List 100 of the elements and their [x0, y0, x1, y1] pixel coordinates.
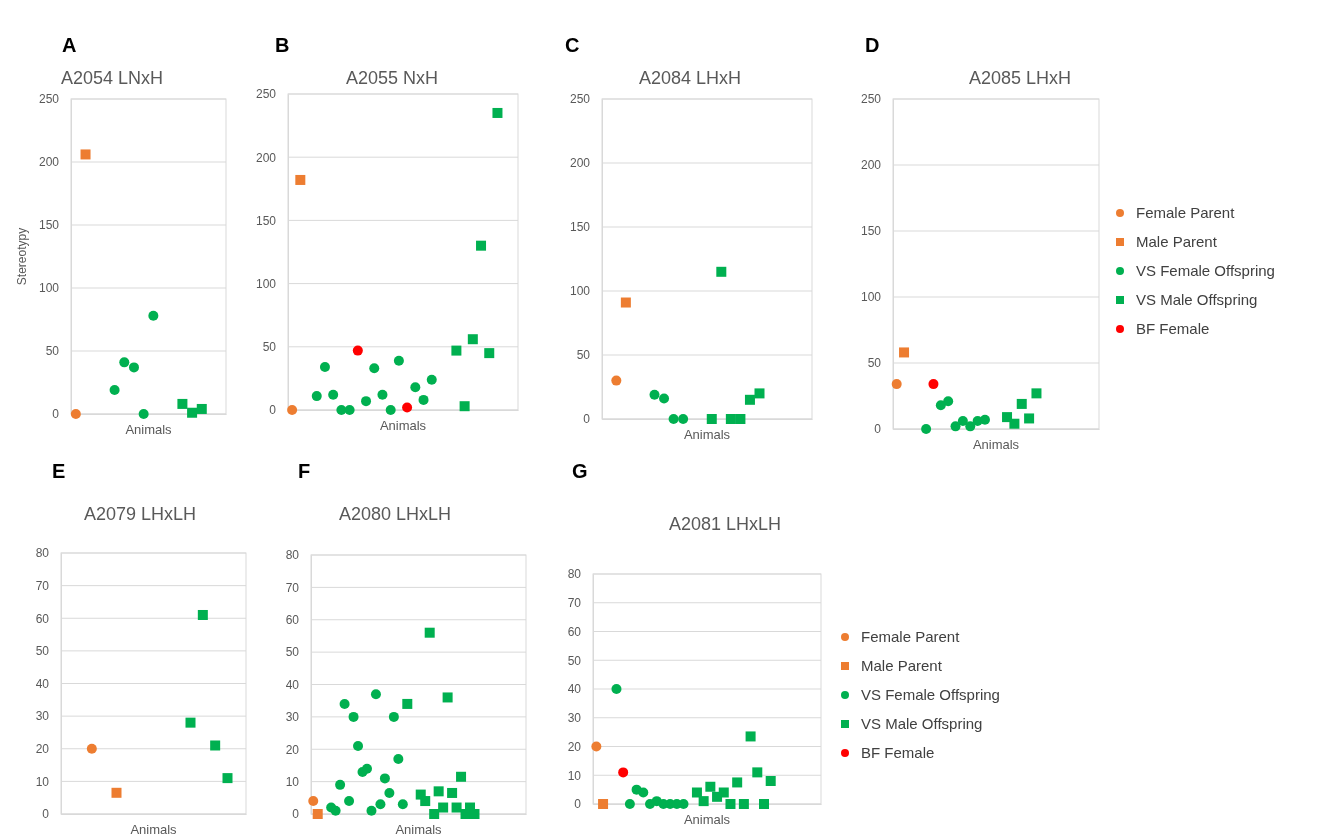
x-axis-title: Animals — [379, 418, 427, 433]
point — [759, 799, 769, 809]
text: G — [572, 460, 588, 482]
y-tick-label: 100 — [569, 284, 591, 299]
point — [393, 753, 404, 764]
legend-label: VS Female Offspring — [1136, 262, 1275, 279]
point — [335, 779, 346, 790]
y-tick-label: 200 — [569, 156, 591, 171]
point — [344, 405, 355, 415]
point — [716, 266, 727, 277]
point — [928, 379, 939, 390]
chart-title: A2085 LHxH — [968, 68, 1072, 88]
point — [312, 809, 323, 819]
y-tick-label: 150 — [860, 224, 882, 239]
y-tick-label: 200 — [860, 158, 882, 173]
point — [705, 781, 716, 792]
point — [196, 403, 207, 414]
y-tick-label: 50 — [35, 644, 50, 659]
y-tick-label: 0 — [874, 422, 882, 437]
point — [377, 389, 388, 400]
point — [393, 355, 404, 366]
point — [678, 414, 689, 424]
y-tick-label: 150 — [38, 218, 60, 233]
x-axis-title: Animals — [972, 437, 1020, 452]
y-tick-label: 50 — [262, 340, 277, 355]
point — [426, 374, 437, 385]
point — [344, 796, 355, 807]
x-axis-title: Animals — [395, 822, 443, 837]
legend-label: Female Parent — [861, 628, 961, 645]
point — [222, 773, 233, 784]
text: B — [275, 34, 290, 56]
point — [754, 388, 765, 399]
y-tick-label: 40 — [285, 677, 300, 692]
point — [451, 802, 462, 813]
y-tick-label: 250 — [38, 92, 60, 107]
point — [1002, 412, 1013, 423]
y-tick-label: 200 — [38, 155, 60, 170]
point — [379, 773, 390, 784]
y-tick-label: 0 — [42, 807, 50, 822]
y-tick-label: 60 — [285, 613, 300, 628]
point — [109, 385, 120, 396]
y-tick-label: 10 — [567, 768, 582, 783]
point — [366, 805, 377, 816]
point — [210, 740, 221, 751]
y-tick-label: 80 — [285, 548, 300, 563]
y-tick-label: 40 — [567, 682, 582, 697]
point — [591, 741, 602, 752]
point — [348, 711, 359, 722]
point — [921, 424, 932, 434]
y-tick-label: 0 — [52, 407, 60, 422]
point — [128, 362, 139, 373]
point — [752, 767, 763, 778]
text: C — [565, 34, 580, 56]
point — [352, 345, 363, 356]
y-tick-label: 50 — [567, 653, 582, 668]
point — [1031, 388, 1042, 399]
y-axis-title: Stereotypy — [15, 227, 29, 286]
point — [745, 731, 756, 742]
chart-title: A2055 NxH — [345, 68, 439, 88]
point — [467, 334, 478, 345]
y-tick-label: 100 — [38, 281, 60, 296]
point — [361, 396, 372, 407]
point — [311, 391, 322, 402]
y-tick-label: 150 — [569, 220, 591, 235]
point — [385, 405, 396, 415]
point — [328, 389, 339, 400]
point — [424, 627, 435, 638]
point — [611, 375, 622, 386]
y-tick-label: 50 — [285, 645, 300, 660]
point — [187, 407, 198, 418]
y-tick-label: 0 — [269, 403, 277, 418]
y-tick-label: 30 — [285, 710, 300, 725]
text: A — [62, 34, 77, 56]
point — [618, 767, 629, 778]
y-tick-label: 70 — [35, 578, 50, 593]
y-tick-label: 10 — [285, 774, 300, 789]
point — [370, 689, 381, 700]
y-tick-label: 150 — [255, 213, 277, 228]
point — [388, 711, 399, 722]
y-tick-label: 250 — [255, 87, 277, 102]
point — [111, 787, 122, 798]
point — [735, 414, 746, 424]
point — [624, 799, 635, 809]
point — [891, 379, 902, 390]
point — [950, 421, 961, 432]
point — [86, 743, 97, 754]
point — [353, 741, 364, 752]
point — [476, 240, 487, 251]
point — [668, 414, 679, 424]
y-tick-label: 10 — [35, 774, 50, 789]
y-tick-label: 80 — [567, 567, 582, 582]
point — [185, 717, 196, 728]
legend-label: BF Female — [861, 744, 935, 761]
y-tick-label: 20 — [285, 742, 300, 757]
chart-title: A2054 LNxH — [60, 68, 164, 88]
point — [361, 763, 372, 774]
point — [979, 414, 990, 425]
text: D — [865, 34, 880, 56]
y-tick-label: 60 — [567, 624, 582, 639]
point — [418, 394, 429, 405]
